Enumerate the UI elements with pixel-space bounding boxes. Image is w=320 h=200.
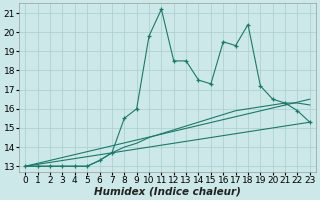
X-axis label: Humidex (Indice chaleur): Humidex (Indice chaleur) [94,187,241,197]
